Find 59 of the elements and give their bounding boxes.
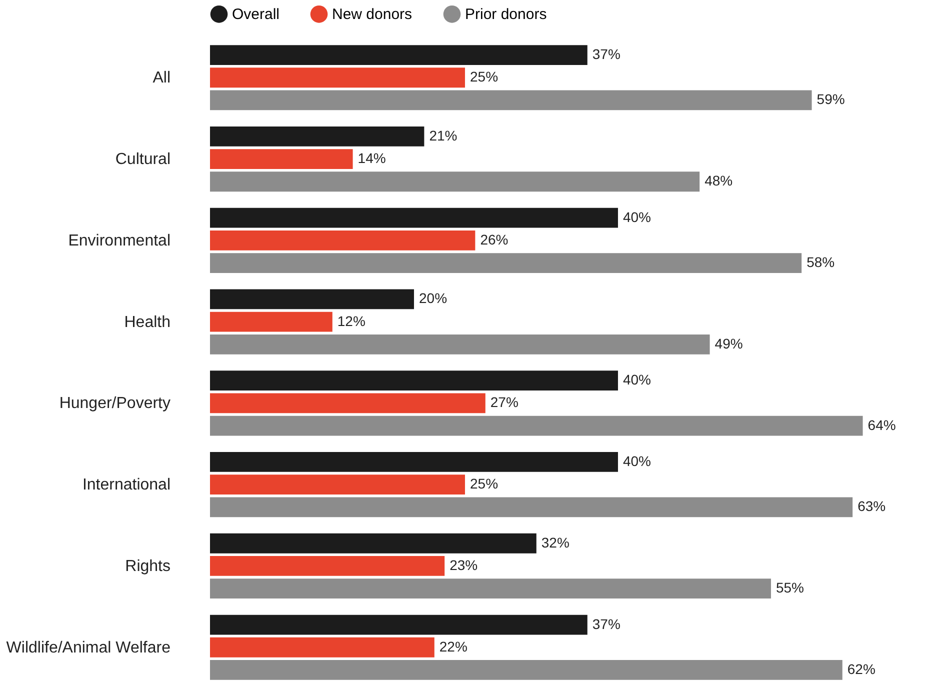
y-tick-label: Environmental xyxy=(68,232,170,250)
y-tick-label: Hunger/Poverty xyxy=(59,395,170,412)
bar xyxy=(210,533,536,554)
legend-label: Prior donors xyxy=(465,6,547,24)
bar xyxy=(210,416,863,436)
data-label: 25% xyxy=(470,476,498,492)
data-label: 40% xyxy=(622,372,652,388)
y-tick-label: International xyxy=(82,476,170,494)
bar xyxy=(210,578,771,599)
y-tick-label: Wildlife/Animal Welfare xyxy=(6,639,171,656)
data-label: 58% xyxy=(806,254,835,270)
bar xyxy=(210,556,445,576)
data-label: 64% xyxy=(868,416,896,433)
bar xyxy=(210,660,842,680)
data-label: 32% xyxy=(541,534,570,550)
data-label: 37% xyxy=(592,46,620,62)
data-label: 63% xyxy=(858,498,886,514)
bar xyxy=(210,90,812,110)
data-label: 48% xyxy=(704,172,733,189)
y-tick-label: Cultural xyxy=(115,151,170,168)
data-label: 25% xyxy=(470,68,498,85)
data-label: 49% xyxy=(714,335,743,352)
data-label: 23% xyxy=(450,556,478,573)
data-label: 22% xyxy=(439,638,468,654)
bar xyxy=(210,149,353,169)
data-label: 20% xyxy=(418,290,448,306)
bar xyxy=(210,289,414,310)
bar xyxy=(210,253,802,273)
y-tick-label: Rights xyxy=(125,558,170,575)
data-label: 55% xyxy=(776,580,804,596)
y-tick-label: All xyxy=(152,70,170,87)
bar xyxy=(210,393,486,414)
data-label: 40% xyxy=(622,452,652,469)
bar xyxy=(210,474,465,495)
bar xyxy=(210,126,424,146)
data-label: 62% xyxy=(847,660,876,677)
bar xyxy=(210,614,588,635)
data-label: 37% xyxy=(592,616,620,632)
data-label: 14% xyxy=(358,150,386,166)
data-label: 26% xyxy=(480,231,508,248)
bar xyxy=(210,172,700,192)
bar xyxy=(210,452,618,472)
legend-label: Overall xyxy=(232,6,280,24)
legend-label: New donors xyxy=(332,6,412,24)
data-label: 12% xyxy=(337,312,366,329)
data-label: 27% xyxy=(490,394,518,410)
bar xyxy=(210,497,853,518)
bar xyxy=(210,312,332,332)
bar xyxy=(210,230,476,250)
bar xyxy=(210,637,434,658)
bar xyxy=(210,68,465,88)
bar xyxy=(210,45,588,65)
bar xyxy=(210,208,618,228)
data-label: 40% xyxy=(622,208,652,225)
y-tick-label: Health xyxy=(124,314,170,331)
data-label: 59% xyxy=(816,91,845,108)
bar xyxy=(210,370,618,391)
data-label: 21% xyxy=(429,127,458,144)
bar xyxy=(210,334,710,354)
